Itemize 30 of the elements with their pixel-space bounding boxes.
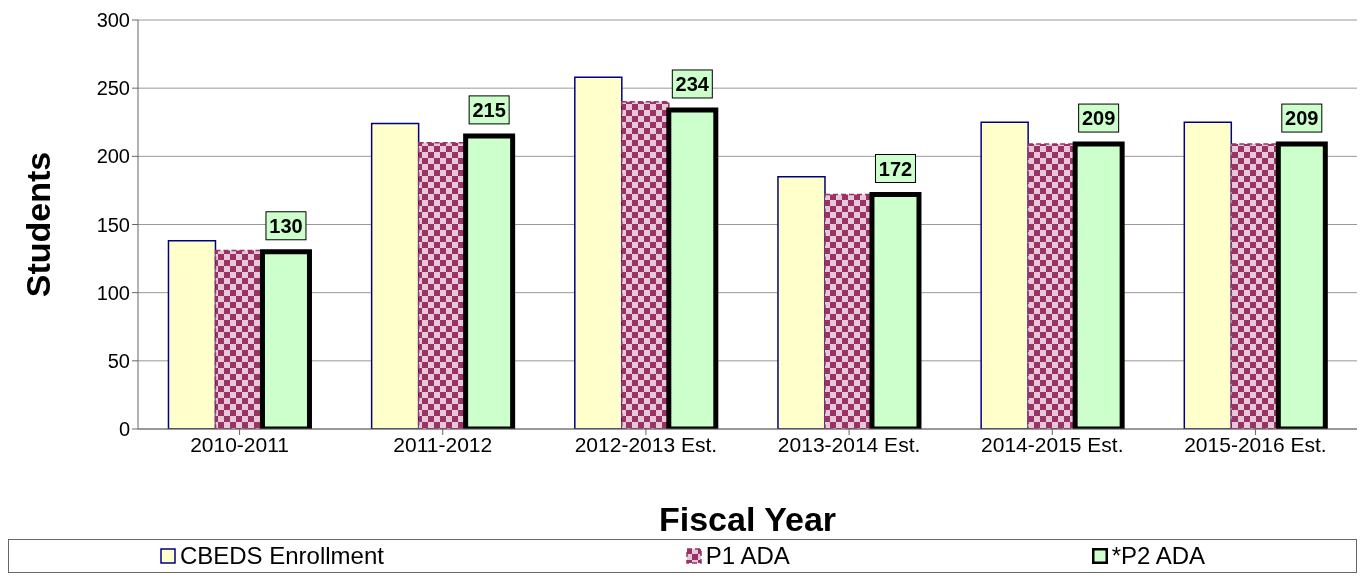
- legend-label: CBEDS Enrollment: [178, 542, 384, 570]
- bar: [574, 76, 623, 429]
- data-label: 130: [269, 214, 303, 237]
- legend-label: P1 ADA: [704, 542, 790, 570]
- x-tick-label: 2012-2013 Est.: [574, 432, 718, 456]
- legend-label: *P2 ADA: [1110, 542, 1206, 570]
- y-tick-label: 0: [118, 418, 130, 441]
- bar: [777, 176, 826, 429]
- y-tick-label: 50: [107, 349, 130, 372]
- y-tick-label: 200: [96, 145, 130, 168]
- x-tick-label: 2015-2016 Est.: [1184, 432, 1327, 456]
- y-tick-label: 100: [96, 281, 130, 304]
- x-tick-label: 2013-2014 Est.: [777, 432, 921, 456]
- data-label: 172: [878, 157, 913, 180]
- bar: [370, 122, 420, 429]
- data-label: 234: [675, 72, 710, 95]
- x-tick-label: 2010-2011: [190, 432, 290, 456]
- x-axis-title: Fiscal Year: [658, 500, 837, 538]
- x-tick-label: 2011-2012: [393, 432, 493, 456]
- data-label: 209: [1081, 107, 1116, 130]
- data-label: 215: [472, 98, 506, 121]
- bar: [167, 240, 217, 429]
- y-tick-label: 150: [96, 213, 130, 236]
- y-tick-label: 300: [96, 9, 130, 32]
- bar: [1183, 121, 1233, 429]
- bar: [980, 121, 1029, 429]
- y-axis-title: Students: [19, 151, 58, 298]
- y-tick-label: 250: [96, 77, 130, 100]
- data-label: 209: [1285, 107, 1319, 130]
- x-tick-label: 2014-2015 Est.: [981, 432, 1124, 456]
